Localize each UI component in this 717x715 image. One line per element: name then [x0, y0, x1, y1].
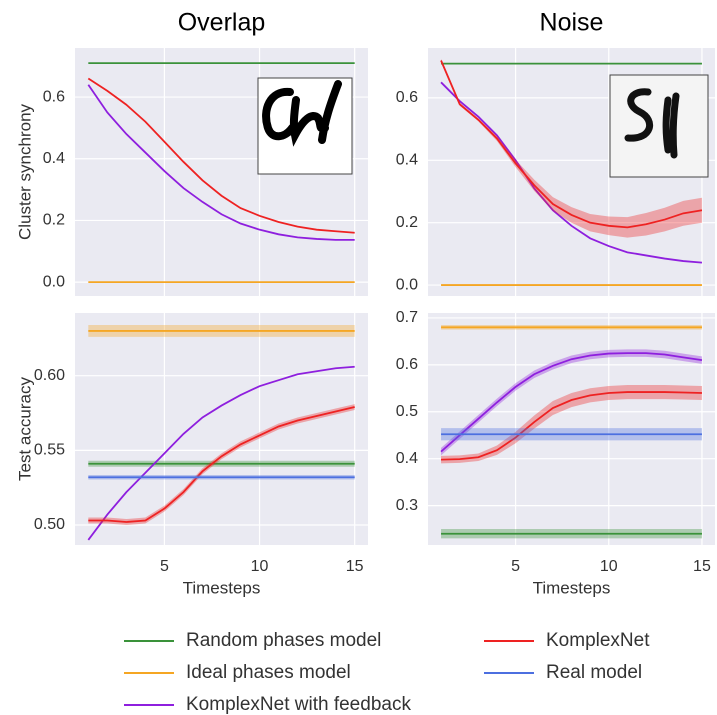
- series-line: [440, 352, 703, 453]
- x-tick-label: 10: [251, 558, 269, 575]
- inset-digits: [624, 88, 680, 159]
- x-tick-label: 5: [160, 558, 169, 575]
- legend-label: KomplexNet: [546, 630, 650, 651]
- y-tick-label: 0.5: [396, 403, 418, 420]
- y-tick-label: 0.6: [396, 356, 418, 373]
- y-axis-label: Cluster synchrony: [15, 103, 34, 240]
- x-axis-label: Timesteps: [183, 578, 261, 597]
- series-line: [440, 81, 703, 264]
- y-tick-label: 0.7: [396, 309, 418, 326]
- y-tick-label: 0.4: [43, 150, 65, 167]
- legend-label: KomplexNet with feedback: [186, 694, 411, 715]
- y-axis-label: Test accuracy: [15, 377, 34, 481]
- legend-label: Real model: [546, 662, 642, 683]
- error-band: [441, 58, 702, 238]
- plot-background: [428, 313, 715, 545]
- series-line: [440, 60, 703, 229]
- y-tick-label: 0.0: [43, 273, 65, 290]
- y-tick-label: 0.4: [396, 450, 418, 467]
- y-tick-label: 0.0: [396, 276, 418, 293]
- y-tick-label: 0.2: [43, 212, 65, 229]
- y-tick-label: 0.4: [396, 152, 418, 169]
- legend-label: Random phases model: [186, 630, 381, 651]
- legend-label: Ideal phases model: [186, 662, 351, 683]
- x-tick-label: 5: [511, 558, 520, 575]
- x-tick-label: 10: [600, 558, 618, 575]
- series-line: [87, 77, 355, 234]
- x-tick-label: 15: [346, 558, 364, 575]
- series-line: [88, 406, 355, 523]
- y-tick-label: 0.50: [34, 516, 65, 533]
- error-band: [88, 404, 355, 525]
- y-tick-label: 0.60: [34, 367, 65, 384]
- y-tick-label: 0.6: [396, 89, 418, 106]
- panel-title: Overlap: [178, 9, 266, 37]
- series-line: [87, 84, 355, 241]
- inset-digits: [262, 80, 342, 147]
- y-tick-label: 0.2: [396, 214, 418, 231]
- x-tick-label: 15: [693, 558, 711, 575]
- error-band: [441, 349, 702, 456]
- series-line: [87, 365, 355, 541]
- x-axis-label: Timesteps: [533, 578, 611, 597]
- y-tick-label: 0.3: [396, 497, 418, 514]
- y-tick-label: 0.55: [34, 442, 65, 459]
- series-line: [441, 391, 702, 461]
- panel-title: Noise: [540, 9, 604, 37]
- y-tick-label: 0.6: [43, 88, 65, 105]
- inset-image: [609, 74, 709, 178]
- plot-background: [75, 313, 368, 545]
